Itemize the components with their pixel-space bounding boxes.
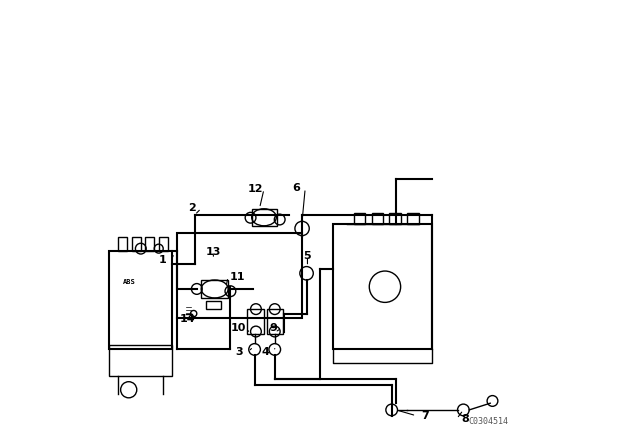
Bar: [118, 237, 127, 251]
Bar: [132, 237, 141, 251]
Bar: [159, 237, 168, 251]
Bar: [202, 280, 228, 298]
Bar: [371, 213, 383, 224]
Bar: [109, 345, 172, 376]
Bar: [407, 213, 419, 224]
Text: 8: 8: [461, 414, 470, 424]
Text: 6: 6: [292, 183, 300, 193]
Text: 12: 12: [247, 184, 263, 194]
Text: 2: 2: [188, 203, 196, 213]
Text: 11: 11: [229, 272, 245, 282]
Text: 13: 13: [205, 247, 221, 257]
Bar: [252, 209, 276, 226]
Text: 10: 10: [231, 323, 246, 333]
Bar: [248, 309, 264, 334]
Text: 9: 9: [269, 323, 277, 333]
Bar: [206, 301, 221, 309]
Bar: [109, 251, 172, 349]
Text: 4: 4: [261, 347, 269, 357]
Text: ABS: ABS: [124, 279, 136, 285]
Text: 5: 5: [303, 251, 311, 261]
Bar: [389, 213, 401, 224]
Text: 1: 1: [159, 255, 166, 265]
Bar: [145, 237, 154, 251]
Bar: [177, 233, 302, 318]
Bar: [333, 224, 432, 349]
Text: 7: 7: [421, 411, 429, 421]
Text: C0304514: C0304514: [468, 417, 508, 426]
Text: 3: 3: [236, 347, 243, 357]
Text: 14: 14: [180, 314, 196, 324]
Bar: [267, 309, 283, 334]
Bar: [353, 213, 365, 224]
